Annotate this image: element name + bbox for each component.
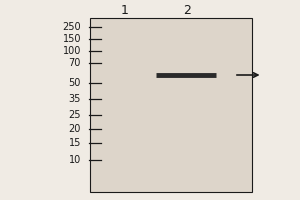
- Text: 2: 2: [184, 4, 191, 18]
- Text: 25: 25: [68, 110, 81, 120]
- Text: 250: 250: [62, 22, 81, 32]
- Text: 1: 1: [121, 4, 128, 18]
- Text: 10: 10: [69, 155, 81, 165]
- Bar: [90, 18, 252, 192]
- Text: 150: 150: [62, 34, 81, 44]
- Text: 35: 35: [69, 94, 81, 104]
- Text: 15: 15: [69, 138, 81, 148]
- Text: 100: 100: [63, 46, 81, 56]
- Text: 70: 70: [69, 58, 81, 68]
- Text: 50: 50: [69, 78, 81, 88]
- Text: 20: 20: [69, 124, 81, 134]
